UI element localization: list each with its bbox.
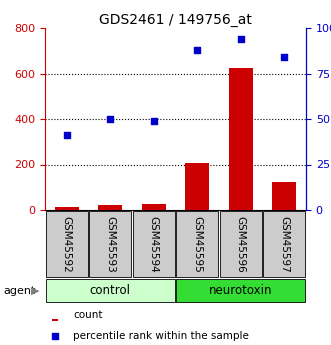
Text: control: control [90,284,131,297]
Bar [176,211,218,277]
Text: ▶: ▶ [31,286,40,296]
Text: GSM45595: GSM45595 [192,216,202,272]
Text: GSM45592: GSM45592 [62,216,72,272]
Bar [52,319,58,321]
Text: GSM45593: GSM45593 [105,216,115,272]
Bar [89,211,131,277]
Text: percentile rank within the sample: percentile rank within the sample [73,331,249,341]
Bar [263,211,305,277]
Point [238,36,243,42]
Point [108,116,113,122]
Point [195,47,200,52]
Text: GSM45596: GSM45596 [236,216,246,272]
Bar [229,68,253,210]
Text: neurotoxin: neurotoxin [209,284,272,297]
Bar [220,211,261,277]
Point [151,118,157,124]
Text: GSM45594: GSM45594 [149,216,159,272]
Bar [176,279,305,302]
Bar [142,204,166,210]
Point [64,132,70,138]
Title: GDS2461 / 149756_at: GDS2461 / 149756_at [99,13,252,27]
Text: GSM45597: GSM45597 [279,216,289,272]
Text: count: count [73,310,103,320]
Bar [133,211,175,277]
Bar [98,206,122,210]
Bar [55,207,79,210]
Bar [185,164,209,210]
Bar [46,211,88,277]
Bar [46,279,175,302]
Bar [272,181,296,210]
Text: agent: agent [3,286,36,296]
Point [52,333,57,338]
Point [282,55,287,60]
